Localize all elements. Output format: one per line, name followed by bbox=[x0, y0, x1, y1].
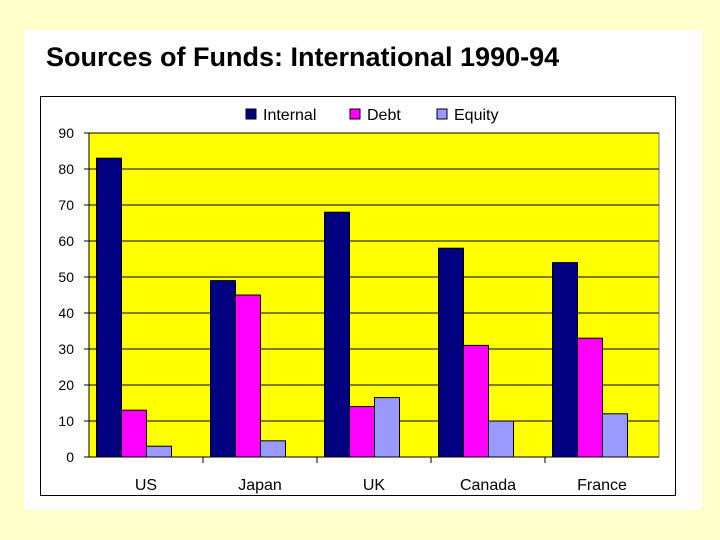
y-tick-label: 30 bbox=[58, 341, 74, 357]
bar-equity-uk bbox=[374, 397, 400, 458]
bar-equity-us bbox=[146, 445, 172, 458]
y-tick-label: 40 bbox=[58, 305, 74, 321]
bar-internal-japan bbox=[210, 280, 236, 458]
bar-debt-canada bbox=[463, 344, 489, 458]
y-tick-label: 80 bbox=[58, 161, 74, 177]
bar-debt-us bbox=[121, 409, 147, 458]
x-tick-label: France bbox=[577, 477, 627, 494]
bar-equity-canada bbox=[488, 420, 514, 458]
bar-debt-japan bbox=[235, 294, 261, 458]
chart-frame: 0 10 20 30 40 50 60 70 80 90 US Japan UK Canada France… bbox=[40, 96, 676, 496]
bar-internal-france bbox=[552, 262, 578, 458]
legend-label-internal: Internal bbox=[263, 107, 316, 124]
bar-equity-france bbox=[602, 413, 628, 458]
bar-internal-us bbox=[96, 157, 122, 458]
x-tick-label: Canada bbox=[460, 477, 516, 494]
y-tick-label: 0 bbox=[66, 449, 74, 465]
slide-title: Sources of Funds: International 1990-94 bbox=[46, 42, 560, 72]
x-tick-label: Japan bbox=[238, 477, 282, 494]
legend-label-equity: Equity bbox=[454, 107, 498, 124]
x-tick-label: US bbox=[135, 477, 157, 494]
bar-debt-uk bbox=[349, 406, 375, 458]
legend-swatch-internal bbox=[245, 108, 257, 120]
bar-debt-france bbox=[577, 337, 603, 458]
y-tick-label: 60 bbox=[58, 233, 74, 249]
bar-equity-japan bbox=[260, 440, 286, 458]
legend-label-debt: Debt bbox=[367, 107, 401, 124]
y-tick-label: 50 bbox=[58, 269, 74, 285]
y-tick-label: 90 bbox=[58, 125, 74, 141]
bar-internal-uk bbox=[324, 211, 350, 458]
bar-internal-canada bbox=[438, 247, 464, 458]
y-tick-label: 70 bbox=[58, 197, 74, 213]
y-tick-label: 20 bbox=[58, 377, 74, 393]
legend-swatch-equity bbox=[436, 108, 448, 120]
x-tick-label: UK bbox=[363, 477, 386, 494]
legend-swatch-debt bbox=[349, 108, 361, 120]
bar-chart: 0 10 20 30 40 50 60 70 80 90 US Japan UK Canada France… bbox=[58, 107, 660, 494]
y-tick-label: 10 bbox=[58, 413, 74, 429]
